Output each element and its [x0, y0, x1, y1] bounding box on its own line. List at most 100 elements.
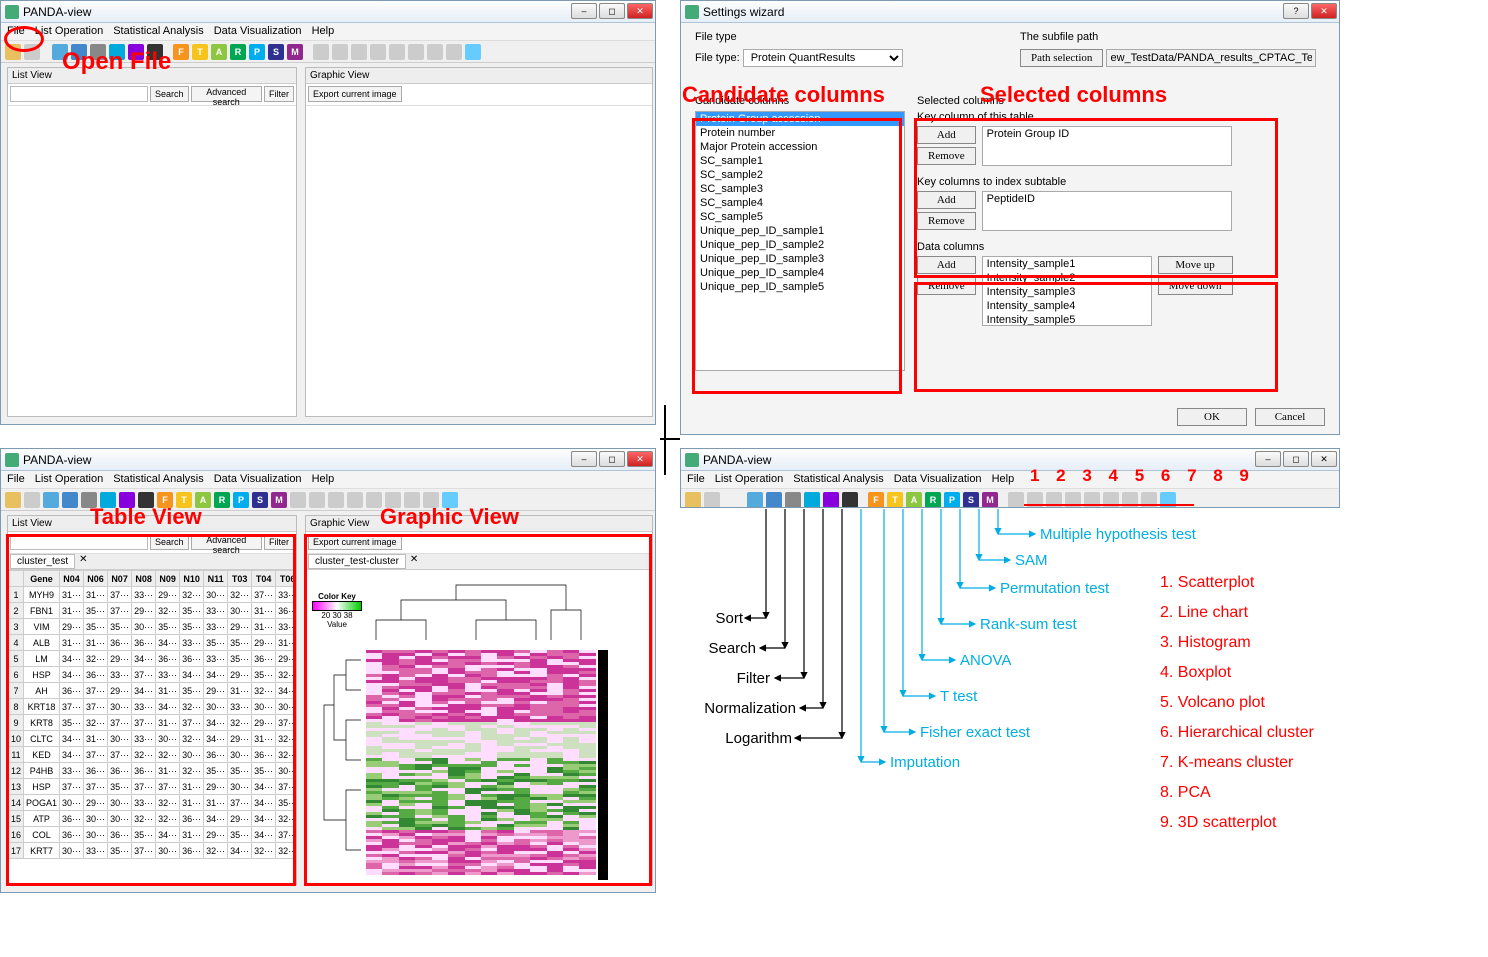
toolbar-d: F T A R P S M [681, 489, 1339, 508]
scatter-icon[interactable] [313, 44, 329, 60]
titlebar-c: PANDA-view – ◻ ✕ [1, 449, 655, 471]
viz-list-item: 5. Volcano plot [1160, 688, 1314, 718]
viz-list-item: 9. 3D scatterplot [1160, 808, 1314, 838]
selected-redbox-1 [914, 118, 1278, 278]
ranksum-icon[interactable]: R [230, 44, 246, 60]
subfile-section-label: The subfile path [1020, 31, 1325, 43]
maximize-button[interactable]: ◻ [599, 451, 625, 467]
anova-icon[interactable]: A [906, 492, 922, 508]
graphic-view-pane: Graphic View Export current image [305, 67, 653, 417]
filter-label: Filter [720, 670, 770, 687]
close-button[interactable]: ✕ [627, 451, 653, 467]
dialog-icon [685, 5, 699, 19]
fisher-label: Fisher exact test [920, 724, 1030, 741]
menu-stats[interactable]: Statistical Analysis [113, 25, 203, 38]
table-redbox [6, 534, 296, 886]
titlebar: PANDA-view – ◻ ✕ [1, 1, 655, 23]
ttest-icon[interactable]: T [887, 492, 903, 508]
linechart-icon[interactable] [332, 44, 348, 60]
ranksum-icon[interactable]: R [925, 492, 941, 508]
open-file-icon[interactable] [685, 492, 701, 508]
pca-icon[interactable] [446, 44, 462, 60]
export-image-button[interactable]: Export current image [308, 86, 402, 102]
graphic-view-annotation: Graphic View [380, 504, 519, 530]
menubar: File List Operation Statistical Analysis… [1, 23, 655, 41]
normalize-icon[interactable] [804, 492, 820, 508]
dialog-close-button[interactable]: ✕ [1311, 3, 1337, 19]
maximize-button[interactable]: ◻ [599, 3, 625, 19]
log-icon[interactable] [823, 492, 839, 508]
viz-list-item: 3. Histogram [1160, 628, 1314, 658]
app-icon [5, 5, 19, 19]
advanced-search-button[interactable]: Advanced search [191, 86, 262, 102]
open-file-icon[interactable] [5, 492, 21, 508]
permutation-icon[interactable]: P [944, 492, 960, 508]
menu-list-op[interactable]: List Operation [35, 25, 103, 38]
fisher-icon[interactable]: F [868, 492, 884, 508]
menubar-c: File List Operation Statistical Analysis… [1, 471, 655, 489]
viz-underline [1024, 504, 1194, 506]
menu-help[interactable]: Help [312, 25, 335, 38]
scatter3d-icon[interactable] [465, 44, 481, 60]
ok-button[interactable]: OK [1177, 408, 1247, 426]
filter-icon[interactable] [785, 492, 801, 508]
cancel-button[interactable]: Cancel [1255, 408, 1325, 426]
selected-annotation: Selected columns [980, 82, 1167, 108]
search-button[interactable]: Search [150, 86, 189, 102]
sort-icon[interactable] [747, 492, 763, 508]
file-type-select[interactable]: Protein QuantResults [743, 49, 903, 67]
minimize-button[interactable]: – [571, 451, 597, 467]
divider-vertical [664, 405, 666, 475]
open-file-annotation-circle [4, 26, 44, 52]
search-icon[interactable] [766, 492, 782, 508]
permutation-icon[interactable]: P [249, 44, 265, 60]
file-type-label: File type: [695, 52, 740, 64]
app-icon [5, 453, 19, 467]
hcluster-icon[interactable] [408, 44, 424, 60]
imputation-label: Imputation [890, 754, 960, 771]
ttest-icon[interactable]: T [192, 44, 208, 60]
anova-icon[interactable]: A [211, 44, 227, 60]
graphic-view-title: Graphic View [306, 68, 652, 84]
app-title: PANDA-view [23, 5, 91, 19]
multihyp-label: Multiple hypothesis test [1040, 526, 1196, 543]
path-field[interactable] [1106, 49, 1316, 67]
boxplot-icon[interactable] [370, 44, 386, 60]
viz-list-item: 4. Boxplot [1160, 658, 1314, 688]
selected-redbox-2 [914, 282, 1278, 392]
menu-viz[interactable]: Data Visualization [214, 25, 302, 38]
viz-list-item: 6. Hierarchical cluster [1160, 718, 1314, 748]
viz-numbers: 1 2 3 4 5 6 7 8 9 [1030, 466, 1255, 486]
path-selection-button[interactable]: Path selection [1020, 49, 1103, 67]
close-button[interactable]: ✕ [627, 3, 653, 19]
multihyp-icon[interactable]: M [982, 492, 998, 508]
file-type-section-label: File type [695, 31, 1000, 43]
histogram-icon[interactable] [351, 44, 367, 60]
kmeans-icon[interactable] [427, 44, 443, 60]
permutation-label: Permutation test [1000, 580, 1109, 597]
viz-list-item: 1. Scatterplot [1160, 568, 1314, 598]
help-button[interactable]: ? [1283, 3, 1309, 19]
normalize-label: Normalization [688, 700, 796, 717]
open-file-annotation-label: Open File [62, 48, 171, 76]
ttest-label: T test [940, 688, 977, 705]
candidate-redbox [692, 118, 902, 394]
imputation-icon[interactable] [842, 492, 858, 508]
sam-icon[interactable]: S [268, 44, 284, 60]
sam-label: SAM [1015, 552, 1048, 569]
volcano-icon[interactable] [389, 44, 405, 60]
scatter-icon[interactable] [1008, 492, 1024, 508]
ranksum-label: Rank-sum test [980, 616, 1077, 633]
table-view-annotation: Table View [90, 504, 202, 530]
filter-button[interactable]: Filter [264, 86, 294, 102]
fisher-icon[interactable]: F [173, 44, 189, 60]
app-icon [685, 453, 699, 467]
multihyp-icon[interactable]: M [287, 44, 303, 60]
log-label: Logarithm [712, 730, 792, 747]
list-view-pane: List View Search Advanced search Filter [7, 67, 297, 417]
app-title-c: PANDA-view [23, 453, 91, 467]
viz-list-item: 7. K-means cluster [1160, 748, 1314, 778]
minimize-button[interactable]: – [571, 3, 597, 19]
sam-icon[interactable]: S [963, 492, 979, 508]
search-input[interactable] [10, 86, 148, 102]
